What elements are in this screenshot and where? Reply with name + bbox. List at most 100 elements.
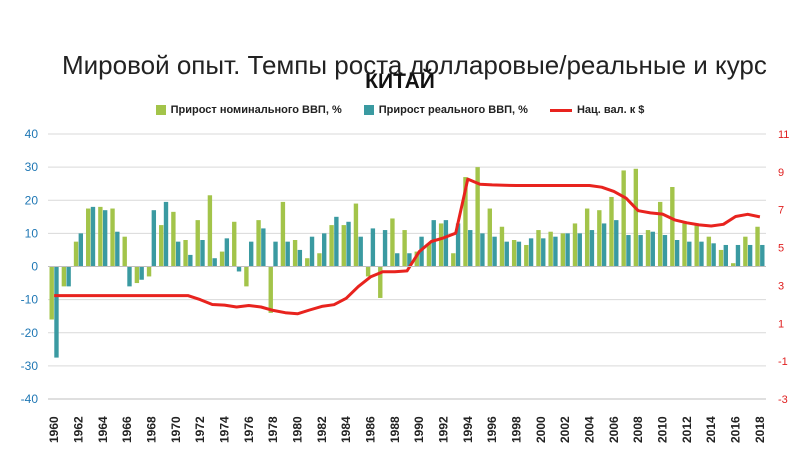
bar-real xyxy=(516,241,522,267)
bar-real xyxy=(54,266,59,358)
bar-real xyxy=(455,223,461,267)
bar-nominal xyxy=(244,266,249,287)
bar-nominal xyxy=(438,223,444,267)
bar-nominal xyxy=(718,249,724,267)
bar-real xyxy=(553,236,558,267)
bar-real xyxy=(151,210,157,267)
x-axis-tick-label: 2000 xyxy=(534,416,548,443)
bar-nominal xyxy=(426,243,432,267)
bar-nominal xyxy=(86,208,91,267)
bar-nominal xyxy=(633,168,639,267)
bar-nominal xyxy=(511,240,517,267)
bar-nominal xyxy=(463,177,468,267)
bar-real xyxy=(577,233,582,267)
x-axis-tick-label: 1990 xyxy=(412,416,426,443)
bar-nominal xyxy=(414,251,419,267)
bar-nominal xyxy=(755,226,760,267)
legend-swatch-nominal xyxy=(155,105,166,115)
bar-real xyxy=(565,233,570,267)
bar-real xyxy=(200,240,205,267)
bar-real xyxy=(407,253,412,267)
bar-real xyxy=(236,266,242,272)
bar-real xyxy=(735,244,741,267)
x-axis-tick-label: 2006 xyxy=(607,416,621,443)
bar-nominal xyxy=(548,231,553,267)
right-axis-tick-label: -1 xyxy=(778,356,788,368)
legend-label-real: Прирост реального ВВП, % xyxy=(378,104,528,116)
left-axis-tick-label: -10 xyxy=(21,293,39,307)
bar-nominal xyxy=(280,201,286,267)
bar-real xyxy=(212,258,217,267)
bar-nominal xyxy=(597,210,602,267)
bar-real xyxy=(115,231,120,267)
bar-real xyxy=(139,266,144,280)
x-axis-tick-label: 1980 xyxy=(290,416,304,443)
bar-nominal xyxy=(353,203,359,267)
exchange-rate-polyline xyxy=(54,177,761,316)
x-axis-tick-label: 2004 xyxy=(583,416,597,443)
right-axis-tick-label: 9 xyxy=(778,167,784,179)
bar-real xyxy=(589,230,595,267)
legend-item-real: Прирост реального ВВП, % xyxy=(363,104,528,116)
left-axis-tick-label: 10 xyxy=(25,226,39,240)
bar-real xyxy=(309,236,315,267)
bar-nominal xyxy=(524,244,529,267)
bar-real xyxy=(358,236,363,267)
bar-real xyxy=(662,235,668,267)
bar-nominal xyxy=(134,266,140,284)
bar-nominal xyxy=(657,201,663,267)
bar-nominal xyxy=(402,230,407,267)
bar-nominal xyxy=(390,218,395,267)
legend-label-fx: Нац. вал. к $ xyxy=(576,104,645,116)
bar-nominal xyxy=(183,240,188,267)
bar-nominal xyxy=(451,253,456,267)
bar-real xyxy=(601,223,607,267)
bar-real xyxy=(687,241,692,267)
bar-real xyxy=(188,254,193,267)
bar-real xyxy=(431,220,436,267)
bar-nominal xyxy=(122,236,127,267)
bar-real xyxy=(395,253,400,267)
legend-label-nominal: Прирост номинального ВВП, % xyxy=(170,104,342,116)
bar-nominal xyxy=(195,220,200,267)
bar-real xyxy=(443,220,449,267)
left-axis-tick-label: -20 xyxy=(21,326,39,340)
bar-real xyxy=(224,238,230,267)
bar-nominal xyxy=(365,266,371,277)
bar-real xyxy=(66,266,71,287)
bar-nominal xyxy=(159,225,164,267)
right-axis-tick-label: 7 xyxy=(778,205,784,217)
bar-real xyxy=(504,241,509,267)
x-axis-tick-label: 1996 xyxy=(485,416,499,443)
bar-real xyxy=(626,235,631,267)
bar-nominal xyxy=(329,225,334,267)
x-axis-tick-label: 1998 xyxy=(510,416,524,443)
bar-nominal xyxy=(171,211,176,267)
bar-real xyxy=(102,210,108,267)
bar-real xyxy=(334,216,339,267)
x-axis-tick-label: 1988 xyxy=(388,416,402,443)
x-axis-tick-label: 1994 xyxy=(461,416,475,443)
right-axis-tick-label: 5 xyxy=(778,243,784,255)
bars xyxy=(49,167,765,358)
bar-nominal xyxy=(560,233,566,267)
bar-real xyxy=(297,249,303,267)
bar-nominal xyxy=(256,220,261,267)
bar-nominal xyxy=(146,266,152,277)
x-axis-tick-label: 2012 xyxy=(680,416,694,443)
legend: Прирост номинального ВВП, % Прирост реал… xyxy=(0,104,800,116)
right-axis-tick-label: 11 xyxy=(778,129,789,141)
left-axis-tick-label: -40 xyxy=(21,392,39,406)
bar-nominal xyxy=(645,230,651,267)
bar-nominal xyxy=(232,221,237,267)
bar-nominal xyxy=(572,223,578,267)
right-axis-tick-label: 3 xyxy=(778,280,784,292)
legend-item-fx: Нац. вал. к $ xyxy=(549,104,645,116)
bar-real xyxy=(370,228,376,267)
bar-nominal xyxy=(670,187,675,267)
x-axis-tick-label: 2018 xyxy=(753,416,767,443)
x-axis-tick-label: 1974 xyxy=(217,416,231,443)
bar-nominal xyxy=(706,236,712,267)
bar-real xyxy=(528,238,534,267)
